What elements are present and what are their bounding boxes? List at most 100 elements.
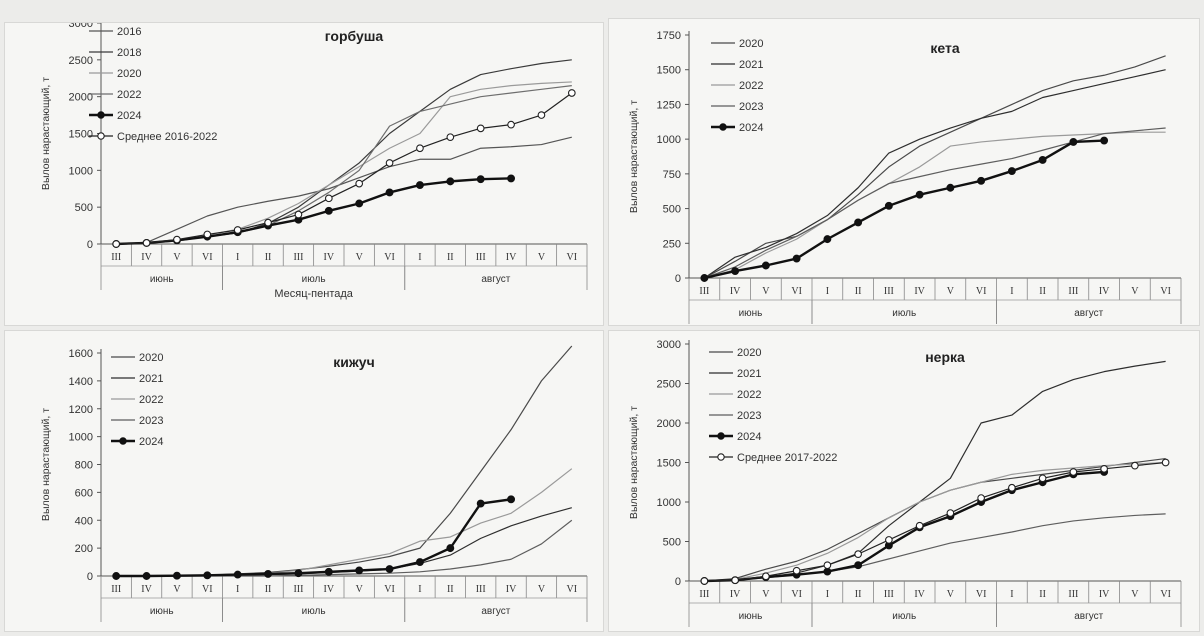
series-line-2018 xyxy=(116,59,572,245)
series-line-2020 xyxy=(116,345,573,577)
series-line-2021 xyxy=(704,360,1166,582)
data-point xyxy=(294,210,303,219)
x-tick-label: II xyxy=(1039,589,1046,600)
y-tick-label: 1000 xyxy=(69,432,93,444)
legend-label: 2023 xyxy=(737,410,761,422)
x-tick-label: V xyxy=(947,286,955,297)
y-tick-label: 1250 xyxy=(657,99,681,111)
chart-title: горбуша xyxy=(325,28,384,44)
x-tick-label: III xyxy=(884,589,894,600)
data-point xyxy=(203,230,212,239)
x-axis-title: Месяц-пентада xyxy=(274,288,353,300)
y-tick-label: 0 xyxy=(87,571,93,583)
x-tick-label: V xyxy=(538,252,546,263)
data-point xyxy=(946,183,955,192)
legend-label: Среднее 2017-2022 xyxy=(737,452,837,464)
data-point xyxy=(203,571,212,580)
chart-title: нерка xyxy=(925,349,965,365)
series-line-2022 xyxy=(116,85,572,245)
data-point xyxy=(1007,167,1016,176)
legend-marker xyxy=(717,432,725,440)
series-line-2024 xyxy=(704,470,1105,583)
data-point xyxy=(854,561,863,570)
x-tick-label: IV xyxy=(730,589,741,600)
data-point xyxy=(476,175,485,184)
x-tick-label: IV xyxy=(914,589,925,600)
chart-legend: 2020 2021 2022 2023 2024 xyxy=(111,352,163,448)
y-tick-label: 500 xyxy=(663,537,681,549)
data-point xyxy=(1069,137,1078,146)
legend-label: 2021 xyxy=(737,368,761,380)
y-tick-label: 1200 xyxy=(69,404,93,416)
x-tick-label: VI xyxy=(567,252,578,263)
x-tick-label: II xyxy=(855,286,862,297)
data-point xyxy=(415,558,424,567)
data-point xyxy=(476,124,485,133)
data-point xyxy=(854,550,862,558)
x-tick-label: VI xyxy=(791,589,802,600)
data-point xyxy=(792,566,801,575)
y-tick-label: 3000 xyxy=(69,23,93,30)
data-point xyxy=(1161,458,1170,467)
data-point xyxy=(1131,461,1139,470)
legend-label: 2023 xyxy=(739,101,763,113)
data-point xyxy=(415,181,424,190)
chart-panel-1: 0 500 1000 1500 2000 2500 3000 III IV V VI I II III IV… xyxy=(4,22,604,326)
data-point xyxy=(385,159,394,167)
chart-legend: 2020 2021 2022 2023 2024 xyxy=(711,38,763,134)
data-point xyxy=(264,569,273,578)
x-tick-label: I xyxy=(826,589,829,600)
legend-label: 2020 xyxy=(117,68,141,80)
x-tick-label: IV xyxy=(914,286,925,297)
legend-label: 2021 xyxy=(139,373,163,385)
legend-label: 2021 xyxy=(739,59,763,71)
legend-label: 2020 xyxy=(139,352,163,364)
data-point xyxy=(142,239,151,247)
y-axis-title: Вылов нарастающий, т xyxy=(628,406,640,519)
legend-label: 2022 xyxy=(737,389,761,401)
data-point xyxy=(112,240,121,248)
x-tick-label: IV xyxy=(730,286,741,297)
data-point xyxy=(567,89,576,97)
x-tick-label: II xyxy=(447,584,454,595)
legend-marker xyxy=(717,453,725,461)
x-tick-label: V xyxy=(762,286,770,297)
x-tick-label: II xyxy=(265,584,272,595)
x-tick-label: IV xyxy=(506,584,517,595)
data-point xyxy=(355,179,364,188)
legend-label: 2024 xyxy=(117,110,141,122)
x-tick-label: VI xyxy=(202,252,213,263)
data-point xyxy=(507,174,516,183)
x-tick-label: IV xyxy=(324,584,335,595)
legend-marker xyxy=(97,132,105,140)
series-line-2016 xyxy=(116,136,572,245)
x-tick-label: VI xyxy=(976,286,987,297)
series-line-2022 xyxy=(704,131,1166,279)
legend-label: 2024 xyxy=(739,122,763,134)
x-tick-label: V xyxy=(173,584,181,595)
x-tick-label: VI xyxy=(384,584,395,595)
x-tick-label: IV xyxy=(141,252,152,263)
series-line-2022 xyxy=(116,468,573,577)
legend-label: 2024 xyxy=(737,431,761,443)
y-tick-label: 0 xyxy=(87,239,93,251)
series-line-2024 xyxy=(704,139,1105,280)
y-tick-label: 500 xyxy=(663,204,681,216)
x-tick-label: III xyxy=(293,584,303,595)
data-point xyxy=(355,199,364,208)
legend-label: Среднее 2016-2022 xyxy=(117,131,217,143)
legend-marker xyxy=(119,437,127,445)
x-tick-label: VI xyxy=(976,589,987,600)
data-point xyxy=(700,274,709,282)
y-axis-title: Вылов нарастающий, т xyxy=(40,408,52,521)
y-tick-label: 0 xyxy=(675,273,681,285)
y-tick-label: 1600 xyxy=(69,348,93,360)
chart-panel-4: 0 500 1000 1500 2000 2500 3000 III IV V VI I II III IV… xyxy=(608,330,1200,632)
x-tick-label: I xyxy=(1010,286,1013,297)
data-point xyxy=(915,521,924,530)
data-point xyxy=(172,571,181,580)
series-line-2020 xyxy=(704,55,1166,279)
data-point xyxy=(1038,474,1047,483)
data-point xyxy=(294,569,303,578)
